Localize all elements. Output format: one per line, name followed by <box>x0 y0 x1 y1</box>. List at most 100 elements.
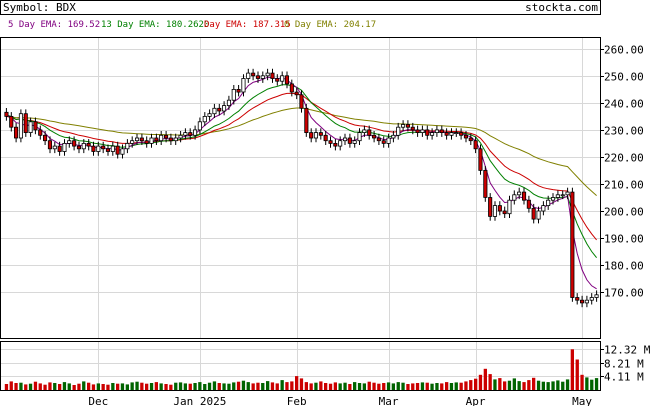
candle-body-up <box>62 142 67 152</box>
candle-body-down <box>217 107 222 112</box>
candle <box>347 133 352 148</box>
candle <box>444 128 449 140</box>
volume-bar <box>430 383 434 390</box>
price-axis: 260.00 250.00 240.00 230.00 220.00 210.00 200.… <box>600 44 644 300</box>
candle <box>13 122 19 143</box>
volume-bar <box>87 382 91 390</box>
price-tick-label: 170.00 <box>604 287 644 300</box>
candle-body-up <box>512 194 517 201</box>
volume-bar <box>362 383 366 390</box>
volume-bar <box>396 382 400 390</box>
volume-bar <box>401 382 405 390</box>
candle-body-down <box>251 72 256 77</box>
candle-body-up <box>96 145 101 152</box>
legend-entry-3: Day EMA: 187.315 <box>204 20 291 30</box>
volume-bar <box>154 382 158 390</box>
candle <box>517 187 522 200</box>
candle <box>43 131 48 145</box>
volume-bar <box>19 382 23 390</box>
x-axis: Dec Jan 2025 Feb Mar Apr May <box>88 395 592 408</box>
volume-bar <box>241 380 246 390</box>
volume-bar <box>503 381 507 390</box>
volume-bar <box>594 378 599 390</box>
candle <box>425 125 430 140</box>
candle-body-up <box>492 205 497 217</box>
candle-body-up <box>434 129 439 133</box>
ema13-line <box>6 84 597 259</box>
candle <box>328 136 333 148</box>
volume-bar <box>24 384 28 390</box>
candle <box>541 201 546 216</box>
volume-bar <box>82 381 86 390</box>
candle-body-down <box>463 134 468 139</box>
candle <box>386 133 391 148</box>
candle <box>101 141 106 154</box>
volume-bar <box>391 383 395 390</box>
candle-body-up <box>260 75 265 79</box>
volume-bar <box>266 381 270 390</box>
volume-bar <box>353 382 357 390</box>
candle-body-down <box>522 191 527 201</box>
volume-bar <box>338 383 342 390</box>
candle <box>18 109 23 143</box>
candle <box>342 133 348 145</box>
volume-bar <box>232 382 236 390</box>
candle-body-up <box>265 72 270 77</box>
candle <box>168 133 173 145</box>
volume-bar <box>435 383 439 390</box>
candle <box>67 136 72 148</box>
candle-body-up <box>565 191 570 196</box>
candle-body-down <box>255 75 260 79</box>
x-tick-label: Jan 2025 <box>173 395 226 406</box>
candle-body-up <box>449 132 454 136</box>
volume-bar <box>343 382 347 390</box>
candle <box>144 136 149 148</box>
candle <box>241 74 246 97</box>
candle-body-up <box>551 197 556 201</box>
candle <box>33 117 38 135</box>
candle-body-up <box>541 205 546 212</box>
candle <box>551 193 556 205</box>
volume-bar <box>546 382 550 390</box>
candle-body-down <box>57 145 62 152</box>
candle <box>299 90 304 113</box>
candle-body-down <box>275 78 280 82</box>
candle <box>512 190 517 205</box>
x-tick-label: Apr <box>466 395 486 406</box>
volume-bar <box>319 381 323 390</box>
candle <box>255 71 260 83</box>
candle-body-up <box>202 116 207 123</box>
candle-body-down <box>33 121 38 131</box>
candle <box>4 108 9 121</box>
candle <box>280 71 285 86</box>
volume-bar <box>188 383 192 390</box>
candle-body-down <box>415 129 420 133</box>
candle <box>197 117 202 135</box>
volume-bar <box>38 383 42 390</box>
candle-body-down <box>284 75 289 85</box>
candle-body-down <box>139 137 144 142</box>
candle-body-down <box>497 205 502 212</box>
candle-body-down <box>468 137 473 142</box>
candle <box>362 125 367 137</box>
candle-body-down <box>91 145 96 152</box>
volume-bar <box>561 381 565 390</box>
candle <box>28 117 33 137</box>
volume-bar <box>33 381 38 390</box>
volume-bar <box>227 383 231 390</box>
price-tick-label: 200.00 <box>604 206 644 219</box>
candle <box>371 131 377 143</box>
candle <box>522 187 527 205</box>
volume-bar <box>130 382 134 390</box>
candle-body-down <box>444 132 449 136</box>
candle-body-up <box>362 129 367 133</box>
volume-bar <box>464 381 468 390</box>
volume-bar <box>474 378 478 390</box>
candle-body-up <box>400 124 406 128</box>
candle-body-up <box>28 121 33 134</box>
volume-bar <box>411 383 415 390</box>
volume-bar <box>275 383 279 390</box>
candle-body-up <box>207 113 212 117</box>
volume-bar <box>203 384 207 390</box>
volume-bars <box>4 349 599 390</box>
